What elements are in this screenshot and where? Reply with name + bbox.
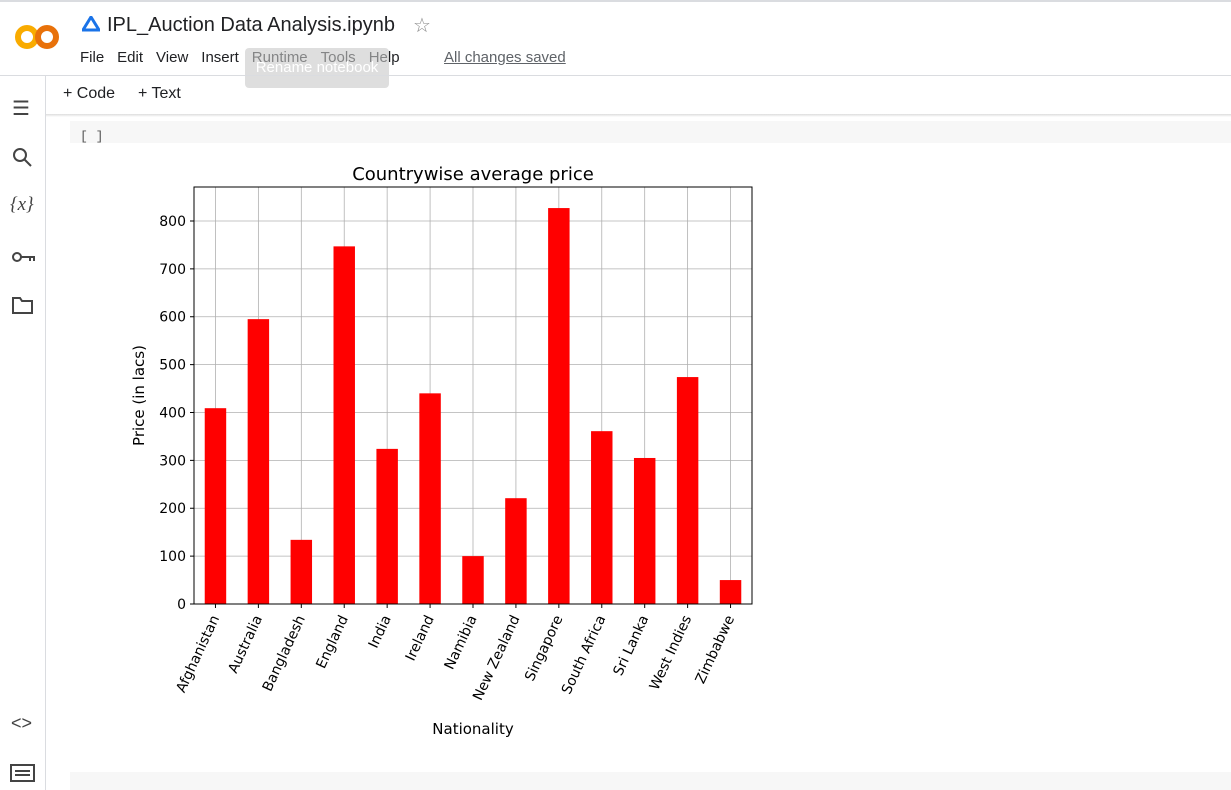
x-axis-label: Nationality — [432, 720, 514, 738]
secrets-icon[interactable] — [11, 249, 37, 265]
y-tick-label: 200 — [159, 501, 186, 517]
divider — [0, 75, 1231, 76]
bar — [333, 246, 355, 604]
cell-header — [70, 121, 1231, 143]
code-snippets-icon[interactable]: <> — [11, 713, 33, 733]
y-tick-label: 500 — [159, 358, 186, 374]
x-tick-label: West Indies — [647, 613, 696, 693]
y-tick-label: 100 — [159, 549, 186, 565]
y-tick-label: 400 — [159, 405, 186, 421]
x-tick-label: Zimbabwe — [693, 613, 739, 686]
terminal-icon[interactable] — [10, 764, 36, 782]
files-icon[interactable] — [11, 295, 35, 315]
x-tick-label: South Africa — [559, 613, 609, 697]
toc-icon[interactable]: ☰ — [12, 98, 30, 120]
cell-prompt[interactable]: [ ] — [80, 129, 104, 144]
logo[interactable] — [14, 22, 64, 52]
save-status[interactable]: All changes saved — [444, 49, 566, 66]
variables-icon[interactable]: {x} — [10, 194, 34, 215]
next-cell — [70, 772, 1231, 790]
notebook-title[interactable]: IPL_Auction Data Analysis.ipynb — [107, 14, 395, 36]
search-icon[interactable] — [12, 147, 34, 169]
bar — [505, 498, 527, 604]
bar — [204, 408, 227, 604]
chart-title: Countrywise average price — [352, 164, 594, 185]
bar — [419, 393, 441, 604]
bar — [376, 448, 398, 604]
top-border — [0, 0, 1231, 2]
x-tick-label: Ireland — [403, 613, 438, 664]
drive-icon — [82, 16, 100, 32]
x-tick-label: Afghanistan — [173, 613, 223, 695]
bar — [462, 556, 484, 604]
y-axis-label: Price (in lacs) — [130, 345, 148, 446]
menu-item[interactable]: Edit — [117, 49, 144, 66]
bar — [676, 377, 699, 604]
y-tick-label: 300 — [159, 453, 186, 469]
x-tick-label: India — [366, 613, 395, 651]
bar — [548, 208, 570, 605]
bar — [591, 431, 613, 604]
add-text[interactable]: + Text — [138, 85, 181, 102]
bar — [719, 580, 742, 604]
add-code-label: Code — [76, 85, 116, 102]
x-tick-label: Namibia — [442, 613, 481, 672]
bar — [290, 539, 313, 604]
add-text-label: Text — [151, 85, 181, 102]
x-tick-label: Sri Lanka — [610, 613, 652, 678]
y-tick-label: 600 — [159, 310, 186, 326]
menu-item[interactable]: View — [156, 49, 189, 66]
bar — [247, 319, 270, 604]
x-tick-label: Bangladesh — [260, 613, 309, 694]
y-tick-label: 700 — [159, 262, 186, 278]
tooltip: Rename notebook — [245, 48, 389, 88]
menu-item[interactable]: Insert — [201, 49, 239, 66]
plot-frame — [193, 186, 753, 605]
add-code[interactable]: + Code — [63, 85, 116, 102]
x-tick-label: Singapore — [522, 613, 566, 684]
x-tick-label: England — [313, 613, 352, 671]
star[interactable]: ☆ — [413, 15, 431, 37]
toolbar-shadow — [46, 114, 1231, 117]
sidebar-divider — [45, 76, 46, 790]
x-tick-label: New Zealand — [470, 613, 523, 703]
bar — [633, 457, 656, 604]
y-tick-label: 800 — [159, 214, 186, 230]
x-tick-label: Australia — [225, 613, 266, 676]
menu-item[interactable]: File — [80, 49, 105, 66]
y-tick-label: 0 — [177, 597, 186, 613]
